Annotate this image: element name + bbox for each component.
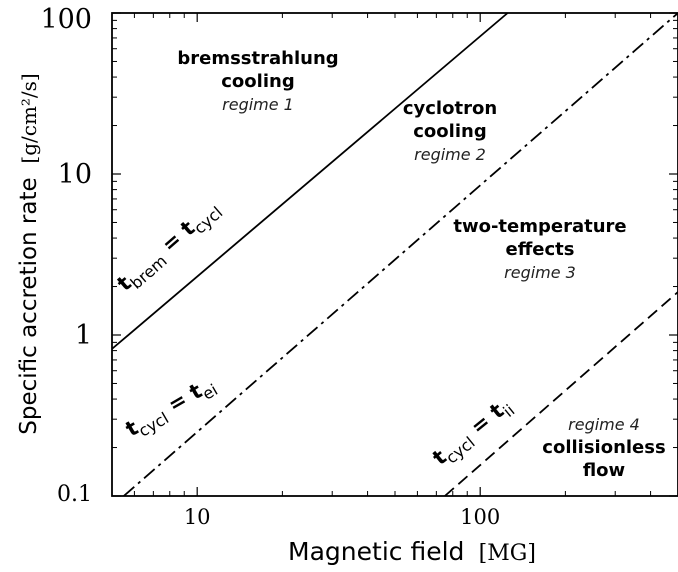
regime-1-line: bremsstrahlung (177, 48, 338, 69)
regime-1-line: cooling (221, 71, 294, 92)
x-tick-label: 100 (460, 505, 500, 529)
y-tick-label: 0.1 (57, 482, 92, 507)
y-tick-label: 10 (58, 159, 92, 190)
regime-2-line: cooling (413, 121, 486, 142)
regime-3-italic: regime 3 (504, 263, 576, 282)
regime-1-italic: regime 1 (222, 95, 294, 114)
regime-4-italic: regime 4 (568, 415, 640, 434)
line-label-ei: tcycl = tei (122, 371, 221, 445)
regime-3-line: two-temperature (453, 216, 626, 237)
series-layer (111, 12, 678, 497)
regime-4-line: collisionless (542, 437, 665, 458)
regime-4-line: flow (583, 460, 625, 481)
series-line-solid (111, 12, 509, 350)
regime-3-line: effects (506, 239, 575, 260)
x-axis-label: Magnetic field [MG] (288, 537, 536, 566)
x-tick-label: 10 (184, 505, 211, 529)
regime-2-line: cyclotron (403, 98, 497, 119)
y-tick-label: 1 (75, 320, 92, 351)
regime-2-italic: regime 2 (414, 145, 486, 164)
line-label-cycl: tbrem = tcycl (113, 195, 227, 299)
line-label-ii: tcycl = tii (428, 393, 518, 474)
ticks-layer: 10 100 0.1 1 10 100 (40, 4, 678, 529)
y-tick-label: 100 (40, 4, 92, 35)
line-labels: tbrem = tcycl tcycl = tei tcycl = tii (113, 195, 519, 474)
series-line-dashed (444, 291, 678, 497)
y-axis-label: Specific accretion rate [g/cm²/s] (16, 73, 42, 435)
